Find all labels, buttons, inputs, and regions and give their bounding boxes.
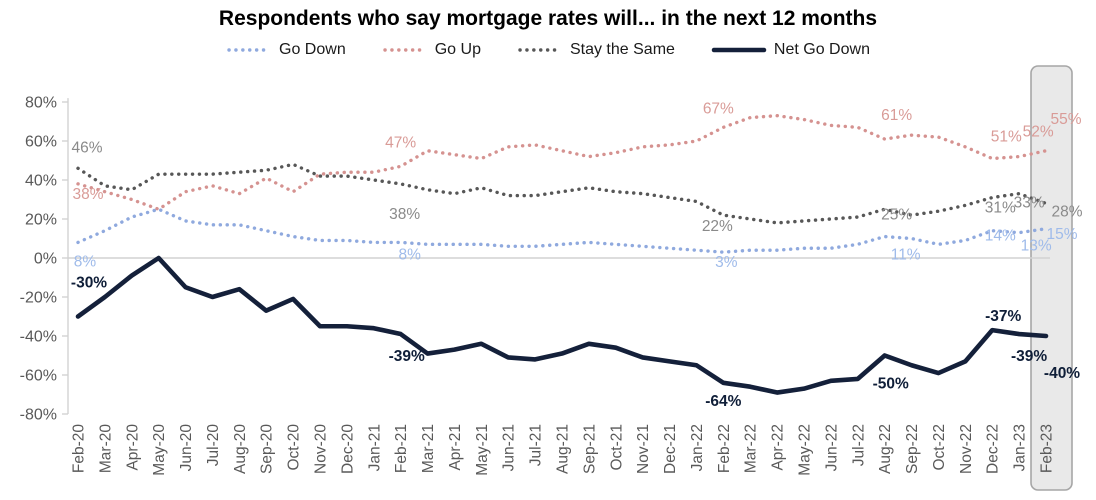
data-label-go-up-jan-23: 52%: [1023, 124, 1054, 141]
x-tick-label: May-22: [797, 424, 814, 476]
x-tick-label: Aug-21: [555, 424, 572, 474]
x-tick-label: Apr-22: [770, 424, 787, 471]
x-tick-label: Oct-21: [608, 424, 625, 471]
x-tick-label: Jan-22: [689, 424, 706, 471]
x-tick-label: Jun-20: [178, 424, 195, 472]
x-tick-label: Feb-23: [1039, 424, 1056, 473]
data-label-go-down-feb-23: 15%: [1046, 226, 1077, 243]
y-tick-label: -20%: [20, 290, 57, 307]
data-label-go-down-jan-23: 13%: [1021, 238, 1052, 255]
data-labels: 46% 38% 8% -30% 47% 38% 8% -39% 67% 22% 3% -64% 61% 2…: [71, 100, 1083, 409]
x-tick-label: Nov-20: [313, 424, 330, 474]
x-tick-label: Jul-22: [850, 424, 867, 466]
x-tick-label: Apr-21: [447, 424, 464, 471]
data-label-stay-the-same-dec-22: 31%: [985, 200, 1016, 217]
data-label-go-down-feb-20: 8%: [74, 253, 97, 270]
data-label-stay-the-same-feb-20: 46%: [71, 139, 102, 156]
x-tick-label: Oct-22: [931, 424, 948, 471]
y-tick-label: 60%: [25, 134, 57, 151]
x-tick-label: Mar-22: [743, 424, 760, 473]
series-line-net-go-down: [75, 255, 1049, 395]
x-tick-label: Mar-21: [420, 424, 437, 473]
legend-swatch-net-go-down: [711, 47, 767, 53]
data-label-go-up-feb-23: 55%: [1050, 111, 1081, 128]
data-label-net-go-down-feb-21: -39%: [389, 348, 425, 365]
x-tick-labels: Feb-20 Mar-20 Apr-20 May-20 Jun-20 Jul-20 Aug-…: [71, 424, 1056, 476]
data-label-go-down-dec-22: 14%: [985, 228, 1016, 245]
x-tick-label: Apr-20: [124, 424, 141, 471]
x-tick-label: Nov-22: [958, 424, 975, 474]
x-tick-label: May-20: [151, 424, 168, 476]
x-tick-label: Dec-22: [985, 424, 1002, 474]
x-tick-label: Feb-22: [716, 424, 733, 473]
data-label-go-up-aug-22: 61%: [881, 107, 912, 124]
legend-item-stay-the-same: Stay the Same: [517, 41, 675, 59]
data-label-net-go-down-feb-22: -64%: [705, 393, 741, 410]
legend-item-go-up: Go Up: [382, 41, 481, 59]
x-tick-label: Jan-23: [1012, 424, 1029, 471]
y-tick-label: 40%: [25, 173, 57, 190]
y-tick-label: 0%: [34, 251, 57, 268]
legend-swatch-go-up: [383, 48, 427, 52]
x-tick-label: Dec-20: [339, 424, 356, 474]
x-tick-label: Oct-20: [286, 424, 303, 471]
series-line-stay-the-same: [76, 162, 1048, 225]
data-label-stay-the-same-jan-23: 33%: [1014, 195, 1045, 212]
y-tick-label: 20%: [25, 212, 57, 229]
legend-label-go-down: Go Down: [279, 41, 346, 58]
x-tick-label: Jul-20: [205, 424, 222, 467]
legend-label-go-up: Go Up: [434, 41, 481, 58]
series-line-go-up: [76, 113, 1048, 211]
x-tick-label: Jan-21: [366, 424, 383, 471]
x-tick-label: Feb-21: [393, 424, 410, 473]
x-tick-label: Sep-21: [581, 424, 598, 474]
x-tick-label: Dec-21: [662, 424, 679, 474]
data-label-stay-the-same-aug-22: 25%: [881, 206, 912, 223]
legend-item-net-go-down: Net Go Down: [711, 41, 870, 59]
legend-label-net-go-down: Net Go Down: [773, 41, 870, 58]
data-label-stay-the-same-feb-22: 22%: [702, 218, 733, 235]
x-tick-label: Nov-21: [635, 424, 652, 474]
x-tick-label: Mar-20: [97, 424, 114, 473]
series-line-go-down: [76, 207, 1048, 254]
x-tick-label: Aug-20: [232, 424, 249, 474]
legend-swatch-go-down: [227, 48, 271, 52]
x-tick-label: Jul-21: [528, 424, 545, 466]
data-label-stay-the-same-feb-23: 28%: [1051, 203, 1082, 220]
data-label-net-go-down-dec-22: -37%: [985, 308, 1021, 325]
x-tick-label: Jun-21: [501, 424, 518, 471]
x-tick-label: Sep-22: [904, 424, 921, 474]
data-label-net-go-down-jan-23: -39%: [1011, 348, 1047, 365]
x-tick-label: Sep-20: [259, 424, 276, 474]
data-label-net-go-down-aug-22: -50%: [873, 376, 909, 393]
y-tick-label: -80%: [20, 407, 57, 424]
data-label-stay-the-same-feb-21: 38%: [389, 206, 420, 223]
y-tick-labels: 80% 60% 40% 20% 0% -20% -40% -60% -80%: [20, 95, 57, 424]
data-label-go-up-dec-22: 51%: [991, 129, 1022, 146]
data-label-go-down-feb-22: 3%: [715, 254, 738, 271]
data-label-net-go-down-feb-23: -40%: [1044, 365, 1080, 382]
x-tick-label: May-21: [474, 424, 491, 476]
legend-label-stay-the-same: Stay the Same: [569, 41, 675, 58]
x-tick-label: Feb-20: [71, 424, 88, 473]
y-tick-label: 80%: [25, 95, 57, 112]
x-tick-label: Aug-22: [877, 424, 894, 474]
data-label-go-up-feb-21: 47%: [385, 134, 416, 151]
legend-swatch-stay-the-same: [518, 48, 562, 52]
data-label-net-go-down-feb-20: -30%: [71, 275, 107, 292]
y-tick-label: -40%: [20, 329, 57, 346]
chart-legend: Go Down Go Up Stay the Same Net Go Down: [0, 41, 1096, 59]
data-label-go-down-aug-22: 11%: [891, 247, 921, 264]
y-axis: [62, 98, 69, 415]
data-label-go-up-feb-20: 38%: [72, 186, 103, 203]
y-tick-label: -60%: [20, 368, 57, 385]
chart-title: Respondents who say mortgage rates will.…: [218, 7, 878, 30]
legend-item-go-down: Go Down: [226, 41, 346, 59]
x-tick-label: Jun-22: [823, 424, 840, 471]
data-label-go-up-feb-22: 67%: [703, 100, 734, 117]
highlight-band: [1030, 65, 1073, 491]
data-label-go-down-feb-21: 8%: [398, 246, 421, 263]
